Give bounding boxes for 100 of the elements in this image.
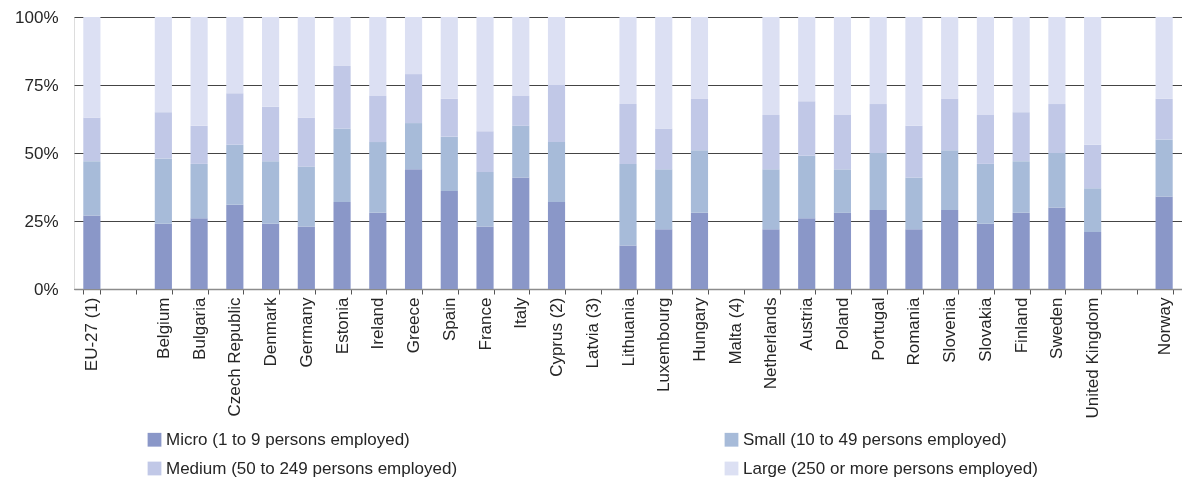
bar bbox=[905, 125, 923, 178]
bar bbox=[154, 223, 172, 289]
x-tick-label: Italy bbox=[511, 297, 531, 329]
x-tick-label: Denmark bbox=[261, 297, 281, 367]
bar bbox=[762, 114, 780, 170]
x-tick-label: Austria bbox=[797, 296, 817, 351]
x-tick-label: Lithuania bbox=[618, 296, 638, 367]
bar bbox=[655, 169, 673, 230]
bar bbox=[976, 163, 994, 224]
bar bbox=[83, 117, 101, 162]
x-tick-label: Belgium bbox=[153, 297, 173, 359]
bar bbox=[762, 17, 780, 115]
bar bbox=[941, 150, 959, 211]
bar bbox=[1155, 17, 1173, 99]
bar bbox=[976, 17, 994, 115]
bar bbox=[476, 131, 494, 173]
bar bbox=[905, 177, 923, 230]
bar bbox=[476, 17, 494, 132]
bar bbox=[619, 17, 637, 105]
x-tick-label: Estonia bbox=[332, 296, 352, 355]
x-tick-label: Poland bbox=[832, 297, 852, 351]
bar bbox=[1084, 231, 1102, 289]
bar bbox=[905, 17, 923, 126]
bar bbox=[404, 74, 423, 124]
bar bbox=[262, 17, 280, 107]
bar bbox=[1048, 17, 1066, 105]
x-tick-label: Germany bbox=[296, 297, 316, 368]
bar bbox=[404, 169, 423, 289]
bar bbox=[869, 17, 887, 105]
bar bbox=[512, 177, 530, 289]
bar bbox=[404, 17, 423, 75]
bar bbox=[1048, 207, 1066, 289]
bar bbox=[976, 223, 994, 289]
bar bbox=[941, 98, 959, 151]
bar bbox=[655, 17, 673, 129]
bar bbox=[190, 218, 208, 289]
x-tick-label: Spain bbox=[439, 297, 459, 341]
bar bbox=[190, 125, 208, 164]
x-tick-label: United Kingdom bbox=[1083, 297, 1103, 419]
bar bbox=[798, 155, 816, 219]
bar bbox=[1048, 153, 1066, 208]
x-tick-label: Ireland bbox=[368, 297, 388, 350]
legend-label: Large (250 or more persons employed) bbox=[743, 458, 1038, 478]
bar bbox=[833, 212, 852, 289]
bar bbox=[154, 112, 172, 159]
bar bbox=[690, 17, 709, 99]
x-tick-label: Romania bbox=[904, 296, 924, 366]
bar bbox=[440, 191, 458, 289]
bar bbox=[762, 169, 780, 230]
bar bbox=[547, 142, 566, 202]
x-tick-label: Bulgaria bbox=[189, 296, 209, 360]
bar bbox=[440, 136, 458, 192]
bar bbox=[1012, 17, 1030, 113]
bar bbox=[83, 161, 101, 216]
bar bbox=[655, 128, 673, 170]
bar bbox=[369, 95, 387, 143]
x-tick-label: Greece bbox=[404, 297, 424, 354]
bar bbox=[1084, 144, 1102, 189]
bar bbox=[619, 104, 637, 164]
x-tick-label: Latvia (3) bbox=[582, 297, 602, 369]
bar bbox=[1155, 139, 1173, 197]
legend-label: Micro (1 to 9 persons employed) bbox=[166, 429, 410, 449]
bar bbox=[798, 218, 816, 289]
x-tick-label: Norway bbox=[1154, 297, 1174, 356]
x-tick-label: Slovakia bbox=[975, 296, 995, 362]
bar bbox=[547, 201, 566, 289]
bar bbox=[190, 163, 208, 219]
bar bbox=[833, 114, 852, 170]
bar bbox=[833, 169, 852, 213]
x-tick-label: Luxembourg bbox=[654, 297, 674, 393]
x-tick-label: Sweden bbox=[1047, 297, 1067, 359]
x-tick-label: Czech Republic bbox=[225, 297, 245, 417]
bar bbox=[1012, 112, 1030, 162]
bar bbox=[297, 17, 315, 118]
bar bbox=[1012, 212, 1030, 289]
bar bbox=[1012, 161, 1030, 213]
bar bbox=[869, 104, 887, 153]
bar bbox=[262, 106, 280, 162]
bar bbox=[440, 98, 458, 137]
y-tick-label: 75% bbox=[24, 75, 59, 95]
bar bbox=[512, 95, 530, 126]
bar bbox=[941, 210, 959, 289]
x-tick-label: Slovenia bbox=[940, 296, 960, 363]
bar bbox=[333, 17, 351, 66]
bar bbox=[297, 166, 315, 227]
legend-label: Medium (50 to 249 persons employed) bbox=[166, 458, 458, 478]
x-tick-label: Malta (4) bbox=[725, 297, 745, 365]
bar bbox=[297, 226, 315, 289]
x-tick-label: Portugal bbox=[868, 297, 888, 361]
bar bbox=[798, 101, 816, 156]
bar bbox=[762, 229, 780, 289]
bar bbox=[619, 245, 637, 289]
bar bbox=[655, 229, 673, 289]
bar bbox=[512, 17, 530, 96]
legend-label: Small (10 to 49 persons employed) bbox=[743, 429, 1007, 449]
bar bbox=[262, 223, 280, 289]
bar bbox=[1084, 188, 1102, 232]
bar bbox=[476, 172, 494, 227]
bar bbox=[404, 123, 423, 170]
bar bbox=[154, 17, 172, 113]
